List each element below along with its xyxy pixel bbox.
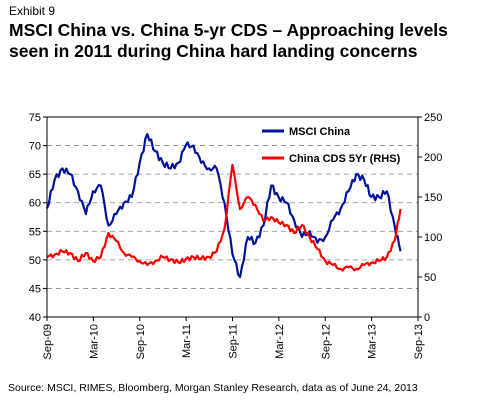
legend: MSCI China China CDS 5Yr (RHS) [262,126,401,165]
x-tick-label: Sep-11 [228,324,240,359]
x-tick-label: Sep-10 [135,324,147,359]
x-tick-label: Sep-09 [42,324,54,359]
right-tick-label: 200 [424,152,442,164]
x-tick-label: Mar-12 [274,324,286,359]
x-axis: Sep-09 Mar-10 Sep-10 Mar-11 Sep-11 Mar-12 Sep-… [42,317,425,359]
right-tick-label: 50 [424,272,436,284]
x-tick-label: Sep-13 [413,324,425,359]
series-lines [45,133,402,279]
legend-label-msci-china: MSCI China [289,126,351,138]
left-tick-label: 65 [29,169,41,181]
series-line-msci-china [45,133,402,279]
right-y-axis: 0 50 100 150 200 250 [418,112,442,324]
left-y-axis: 40 45 50 55 60 65 70 75 [29,112,47,324]
chart-title: MSCI China vs. China 5-yr CDS – Approach… [9,20,448,61]
left-tick-label: 50 [29,255,41,267]
left-tick-label: 55 [29,226,41,238]
left-tick-label: 40 [29,312,41,324]
x-tick-label: Mar-10 [88,324,100,359]
left-tick-label: 45 [29,283,41,295]
left-tick-label: 75 [29,112,41,124]
left-tick-label: 70 [29,141,41,153]
exhibit-label: Exhibit 9 [9,4,56,18]
legend-label-china-cds: China CDS 5Yr (RHS) [289,153,401,165]
right-tick-label: 250 [424,112,442,124]
source-note: Source: MSCI, RIMES, Bloomberg, Morgan S… [8,382,418,394]
right-tick-label: 0 [424,312,430,324]
series-line-china-cds [46,163,402,272]
x-tick-label: Mar-13 [367,324,379,359]
right-tick-label: 100 [424,232,442,244]
x-tick-label: Mar-11 [181,324,193,358]
right-tick-label: 150 [424,192,442,204]
x-tick-label: Sep-12 [320,324,332,359]
plot-frame [46,116,419,318]
left-tick-label: 60 [29,198,41,210]
